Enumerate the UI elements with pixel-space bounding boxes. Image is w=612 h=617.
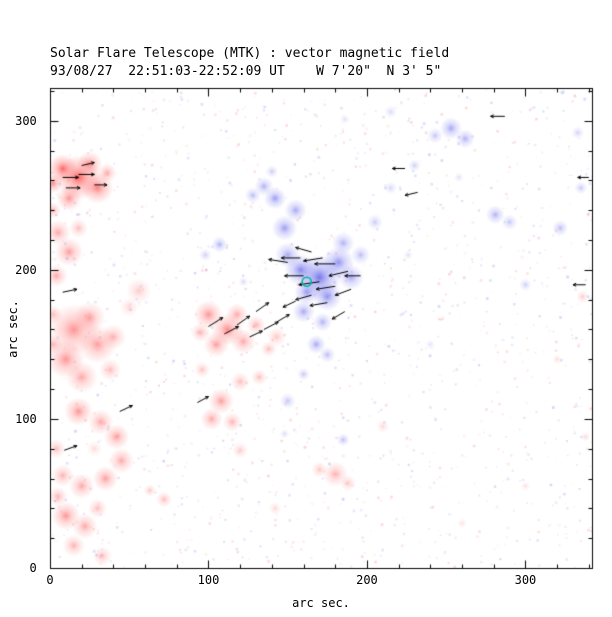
y-tick-label: 200 [15, 262, 44, 277]
x-tick-label: 0 [46, 573, 54, 587]
x-tick-label: 300 [514, 573, 537, 587]
y-tick-label: 300 [15, 113, 44, 128]
x-tick-label: 100 [197, 573, 220, 587]
y-tick-label: 100 [15, 411, 44, 426]
x-axis-label: arc sec. [292, 596, 350, 610]
x-tick-label: 200 [356, 573, 378, 587]
plot-subtitle: 93/08/27 22:51:03-22:52:09 UT W 7'20" N … [50, 64, 442, 79]
y-tick-label: 0 [29, 561, 44, 575]
y-axis-label: arc sec. [6, 300, 20, 358]
plot-title: Solar Flare Telescope (MTK) : vector mag… [50, 46, 450, 61]
